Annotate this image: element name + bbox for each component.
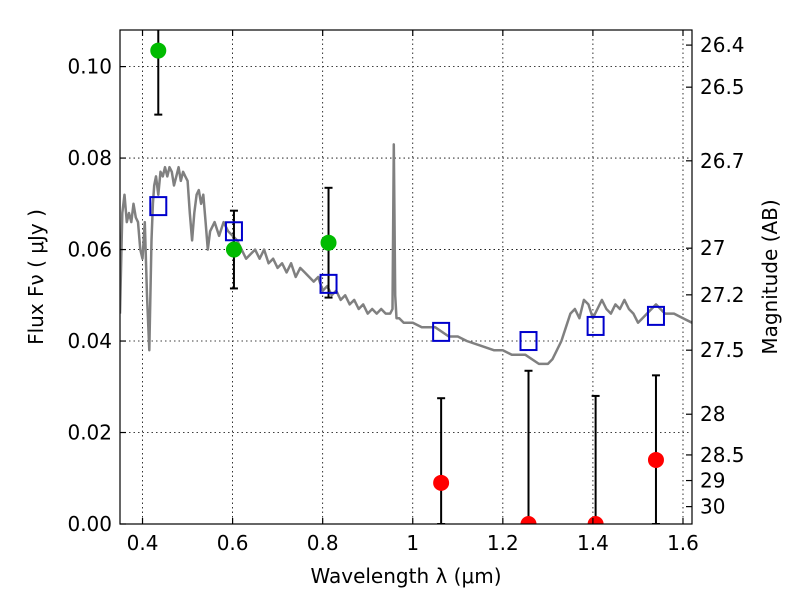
axis-labels: 0.4 0.6 0.8 1 1.2 1.4 1.6 0.00 0.02 0.04 0.06 0.08 0… <box>24 33 782 588</box>
x-tick-label: 1.4 <box>577 531 609 555</box>
magnitude-tick-label: 29 <box>700 469 725 493</box>
model-photometry-square <box>432 321 451 342</box>
magnitude-tick-label: 27 <box>700 236 725 260</box>
y-axis-label: Flux Fν ( μJy ) <box>24 209 48 345</box>
magnitude-tick-label: 28.5 <box>700 443 745 467</box>
grid <box>120 30 692 525</box>
plot-frame <box>119 29 693 525</box>
non-detection-point <box>433 474 450 491</box>
magnitude-tick-label: 26.5 <box>700 75 745 99</box>
model-photometry-square <box>319 273 338 294</box>
x-tick-label: 1.6 <box>667 531 699 555</box>
y-tick-label: 0.10 <box>67 55 112 79</box>
y-tick-label: 0.04 <box>67 329 112 353</box>
y-tick-label: 0.02 <box>67 421 112 445</box>
y-tick-label: 0.06 <box>67 238 112 262</box>
magnitude-tick-label: 27.5 <box>700 338 745 362</box>
x-axis-label: Wavelength λ (μm) <box>310 564 501 588</box>
magnitude-tick-label: 26.4 <box>700 33 745 57</box>
detection-point <box>150 42 167 59</box>
model-photometry-square <box>224 221 243 242</box>
x-tick-label: 0.4 <box>127 531 159 555</box>
detection-point <box>320 234 337 251</box>
model-photometry-square <box>149 196 168 217</box>
x-tick-label: 1 <box>406 531 419 555</box>
x-tick-label: 1.2 <box>487 531 519 555</box>
detection-point <box>225 241 242 258</box>
non-detection-point <box>520 516 537 524</box>
model-photometry-square <box>586 315 605 336</box>
model-photometry-square <box>519 331 538 352</box>
magnitude-tick-label: 27.2 <box>700 283 745 307</box>
model-photometry-square <box>646 305 665 326</box>
markers <box>149 42 665 524</box>
model-spectrum <box>120 143 692 366</box>
magnitude-tick-label: 28 <box>700 402 725 426</box>
axis-ticks <box>120 30 692 525</box>
x-tick-label: 0.8 <box>307 531 339 555</box>
non-detection-point <box>647 451 664 468</box>
x-tick-label: 0.6 <box>217 531 249 555</box>
spectrum-line <box>120 143 692 366</box>
y-tick-label: 0.08 <box>67 146 112 170</box>
non-detection-point <box>587 516 604 524</box>
magnitude-axis-label: Magnitude (AB) <box>758 199 782 354</box>
error-bars <box>154 30 660 524</box>
magnitude-tick-label: 30 <box>700 495 725 519</box>
magnitude-tick-label: 26.7 <box>700 149 745 173</box>
y-tick-label: 0.00 <box>67 512 112 536</box>
